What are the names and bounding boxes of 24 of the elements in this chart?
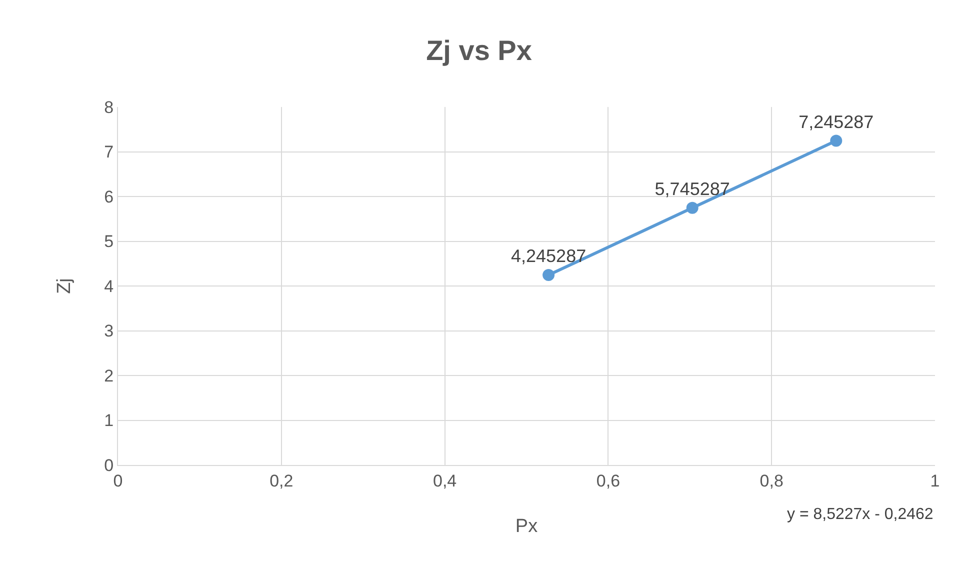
y-tick-label: 1 (104, 411, 114, 430)
x-tick-label: 1 (930, 471, 940, 490)
point (542, 269, 555, 282)
data-label: 4,245287 (511, 246, 586, 266)
y-axis-title: Zj (54, 278, 75, 294)
x-axis-title: Px (515, 516, 538, 537)
x-tick-label: 0,8 (760, 471, 784, 490)
y-tick-label: 5 (104, 232, 114, 252)
point (686, 202, 698, 214)
point (830, 134, 842, 147)
x-tick-label: 0,4 (432, 471, 457, 490)
x-tick-label: 0,2 (270, 471, 294, 490)
data-label: 7,245287 (798, 112, 874, 132)
y-tick-label: 7 (104, 142, 114, 162)
text: y = 8,5227x - 0,2462 (787, 506, 934, 523)
y-tick-label: 8 (104, 98, 114, 117)
y-tick-label: 6 (104, 187, 114, 206)
y-tick-label: 0 (104, 456, 114, 475)
chart-title: Zj vs Px (426, 35, 532, 66)
y-tick-label: 3 (104, 322, 114, 341)
y-tick-label: 2 (104, 366, 114, 386)
x-tick-label: 0,6 (596, 471, 620, 490)
data-label: 5,745287 (654, 178, 730, 199)
y-tick-label: 4 (104, 276, 114, 296)
